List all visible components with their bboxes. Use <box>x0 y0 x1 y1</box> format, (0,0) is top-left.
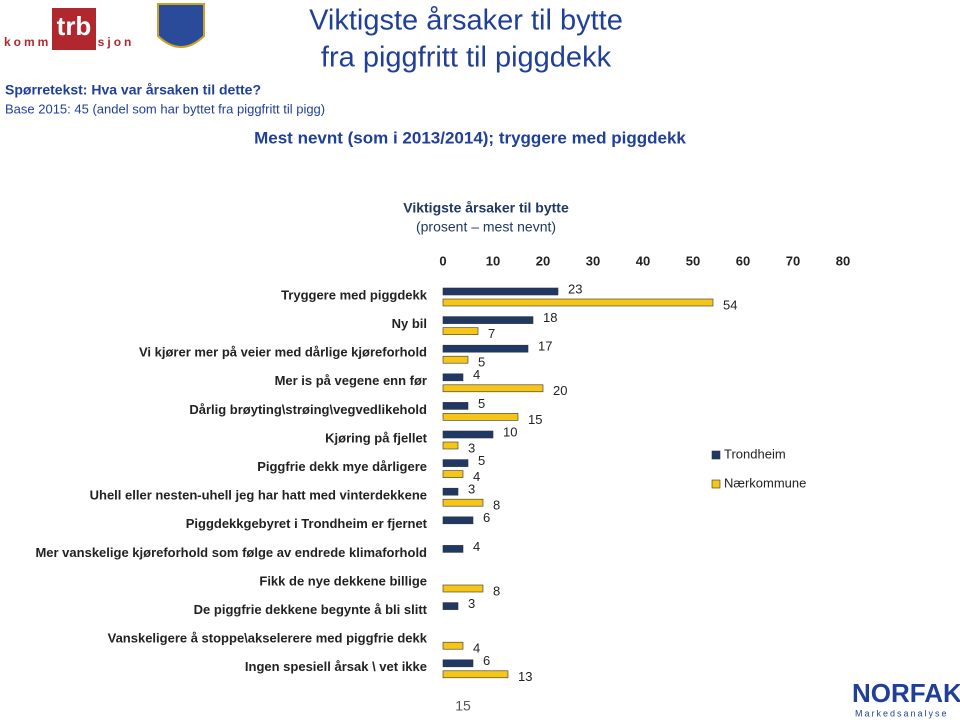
value-label: 54 <box>723 297 737 312</box>
title-line: Viktigste årsaker til bytte <box>309 5 623 37</box>
bar <box>442 441 459 450</box>
value-label: 23 <box>568 281 582 296</box>
logo-name: trb <box>57 11 92 41</box>
value-label: 5 <box>478 453 485 468</box>
x-tick-label: 0 <box>439 253 446 268</box>
bar <box>442 545 464 553</box>
x-tick-label: 50 <box>686 253 700 268</box>
title-line: fra piggfritt til piggdekk <box>321 42 612 74</box>
bar <box>442 459 469 467</box>
bar <box>442 470 464 478</box>
value-label: 5 <box>478 396 485 411</box>
category-label: Fikk de nye dekkene billige <box>259 573 427 588</box>
value-label: 7 <box>488 326 495 341</box>
category-label: Mer vanskelige kjøreforhold som følge av… <box>35 545 427 560</box>
x-tick-label: 40 <box>636 253 650 268</box>
logo-tagline: kommunikasjon <box>4 35 134 49</box>
value-label: 13 <box>518 669 532 684</box>
bar <box>442 487 459 496</box>
value-label: 10 <box>503 424 517 439</box>
chart-subtitle: (prosent – mest nevnt) <box>416 219 556 235</box>
legend-label: Trondheim <box>724 446 786 461</box>
bar <box>442 355 469 364</box>
value-label: 8 <box>493 583 500 598</box>
legend-label: Nærkommune <box>724 475 806 490</box>
category-label: Kjøring på fjellet <box>325 430 428 445</box>
bar <box>442 498 484 507</box>
value-label: 4 <box>473 469 480 484</box>
category-label: Piggfrie dekk mye dårligere <box>257 459 427 474</box>
subtitle: Mest nevnt (som i 2013/2014); tryggere m… <box>254 128 686 147</box>
category-label: Vi kjører mer på veier med dårlige kjøre… <box>139 345 427 360</box>
category-label: Vanskeligere å stoppe\akselerere med pig… <box>108 631 428 646</box>
category-label: Ingen spesiell årsak \ vet ikke <box>245 659 427 674</box>
x-tick-label: 20 <box>536 253 550 268</box>
bar <box>442 413 519 421</box>
bar <box>442 602 459 610</box>
bar <box>442 298 714 307</box>
value-label: 4 <box>473 367 480 382</box>
bar <box>442 316 534 324</box>
value-label: 6 <box>483 510 490 525</box>
value-label: 20 <box>553 383 567 398</box>
question: Spørretekst: Hva var årsaken til dette? <box>5 82 261 98</box>
chart-title: Viktigste årsaker til bytte <box>403 200 569 216</box>
page-number: 15 <box>455 698 471 714</box>
value-label: 3 <box>468 596 475 611</box>
value-label: 17 <box>538 339 552 354</box>
value-label: 6 <box>483 653 490 668</box>
legend-swatch <box>711 450 721 460</box>
bar <box>442 430 494 439</box>
value-label: 5 <box>478 355 485 370</box>
category-label: Mer is på vegene enn før <box>275 373 427 388</box>
x-tick-label: 10 <box>486 253 500 268</box>
category-label: Ny bil <box>392 316 427 331</box>
value-label: 18 <box>543 310 557 325</box>
x-tick-label: 60 <box>736 253 750 268</box>
bar <box>442 641 464 650</box>
x-tick-label: 80 <box>836 253 850 268</box>
bar <box>442 402 469 410</box>
bar <box>442 516 474 525</box>
value-label: 4 <box>473 641 480 656</box>
brand-tagline: Markedsanalyse <box>855 708 949 718</box>
bar <box>442 670 509 679</box>
value-label: 4 <box>473 539 480 554</box>
bar <box>442 287 559 296</box>
legend-swatch <box>711 479 721 489</box>
bar <box>442 373 464 382</box>
value-label: 15 <box>528 412 542 427</box>
value-label: 3 <box>468 440 475 455</box>
category-label: Tryggere med piggdekk <box>281 287 428 302</box>
logo-box <box>52 8 96 50</box>
bar <box>442 384 544 393</box>
base: Base 2015: 45 (andel som har byttet fra … <box>5 101 325 116</box>
bar <box>442 344 529 353</box>
bar <box>442 584 484 593</box>
x-tick-label: 30 <box>586 253 600 268</box>
x-tick-label: 70 <box>786 253 800 268</box>
brand-name: NORFAKTA <box>852 678 960 708</box>
value-label: 8 <box>493 498 500 513</box>
bar <box>442 327 479 335</box>
bar <box>442 659 474 668</box>
crest <box>157 3 205 48</box>
category-label: Piggdekkgebyret i Trondheim er fjernet <box>186 516 428 531</box>
category-label: Dårlig brøyting\strøing\vegvedlikehold <box>189 402 427 417</box>
value-label: 3 <box>468 482 475 497</box>
category-label: De piggfrie dekkene begynte å bli slitt <box>194 602 428 617</box>
category-label: Uhell eller nesten-uhell jeg har hatt me… <box>90 488 427 503</box>
